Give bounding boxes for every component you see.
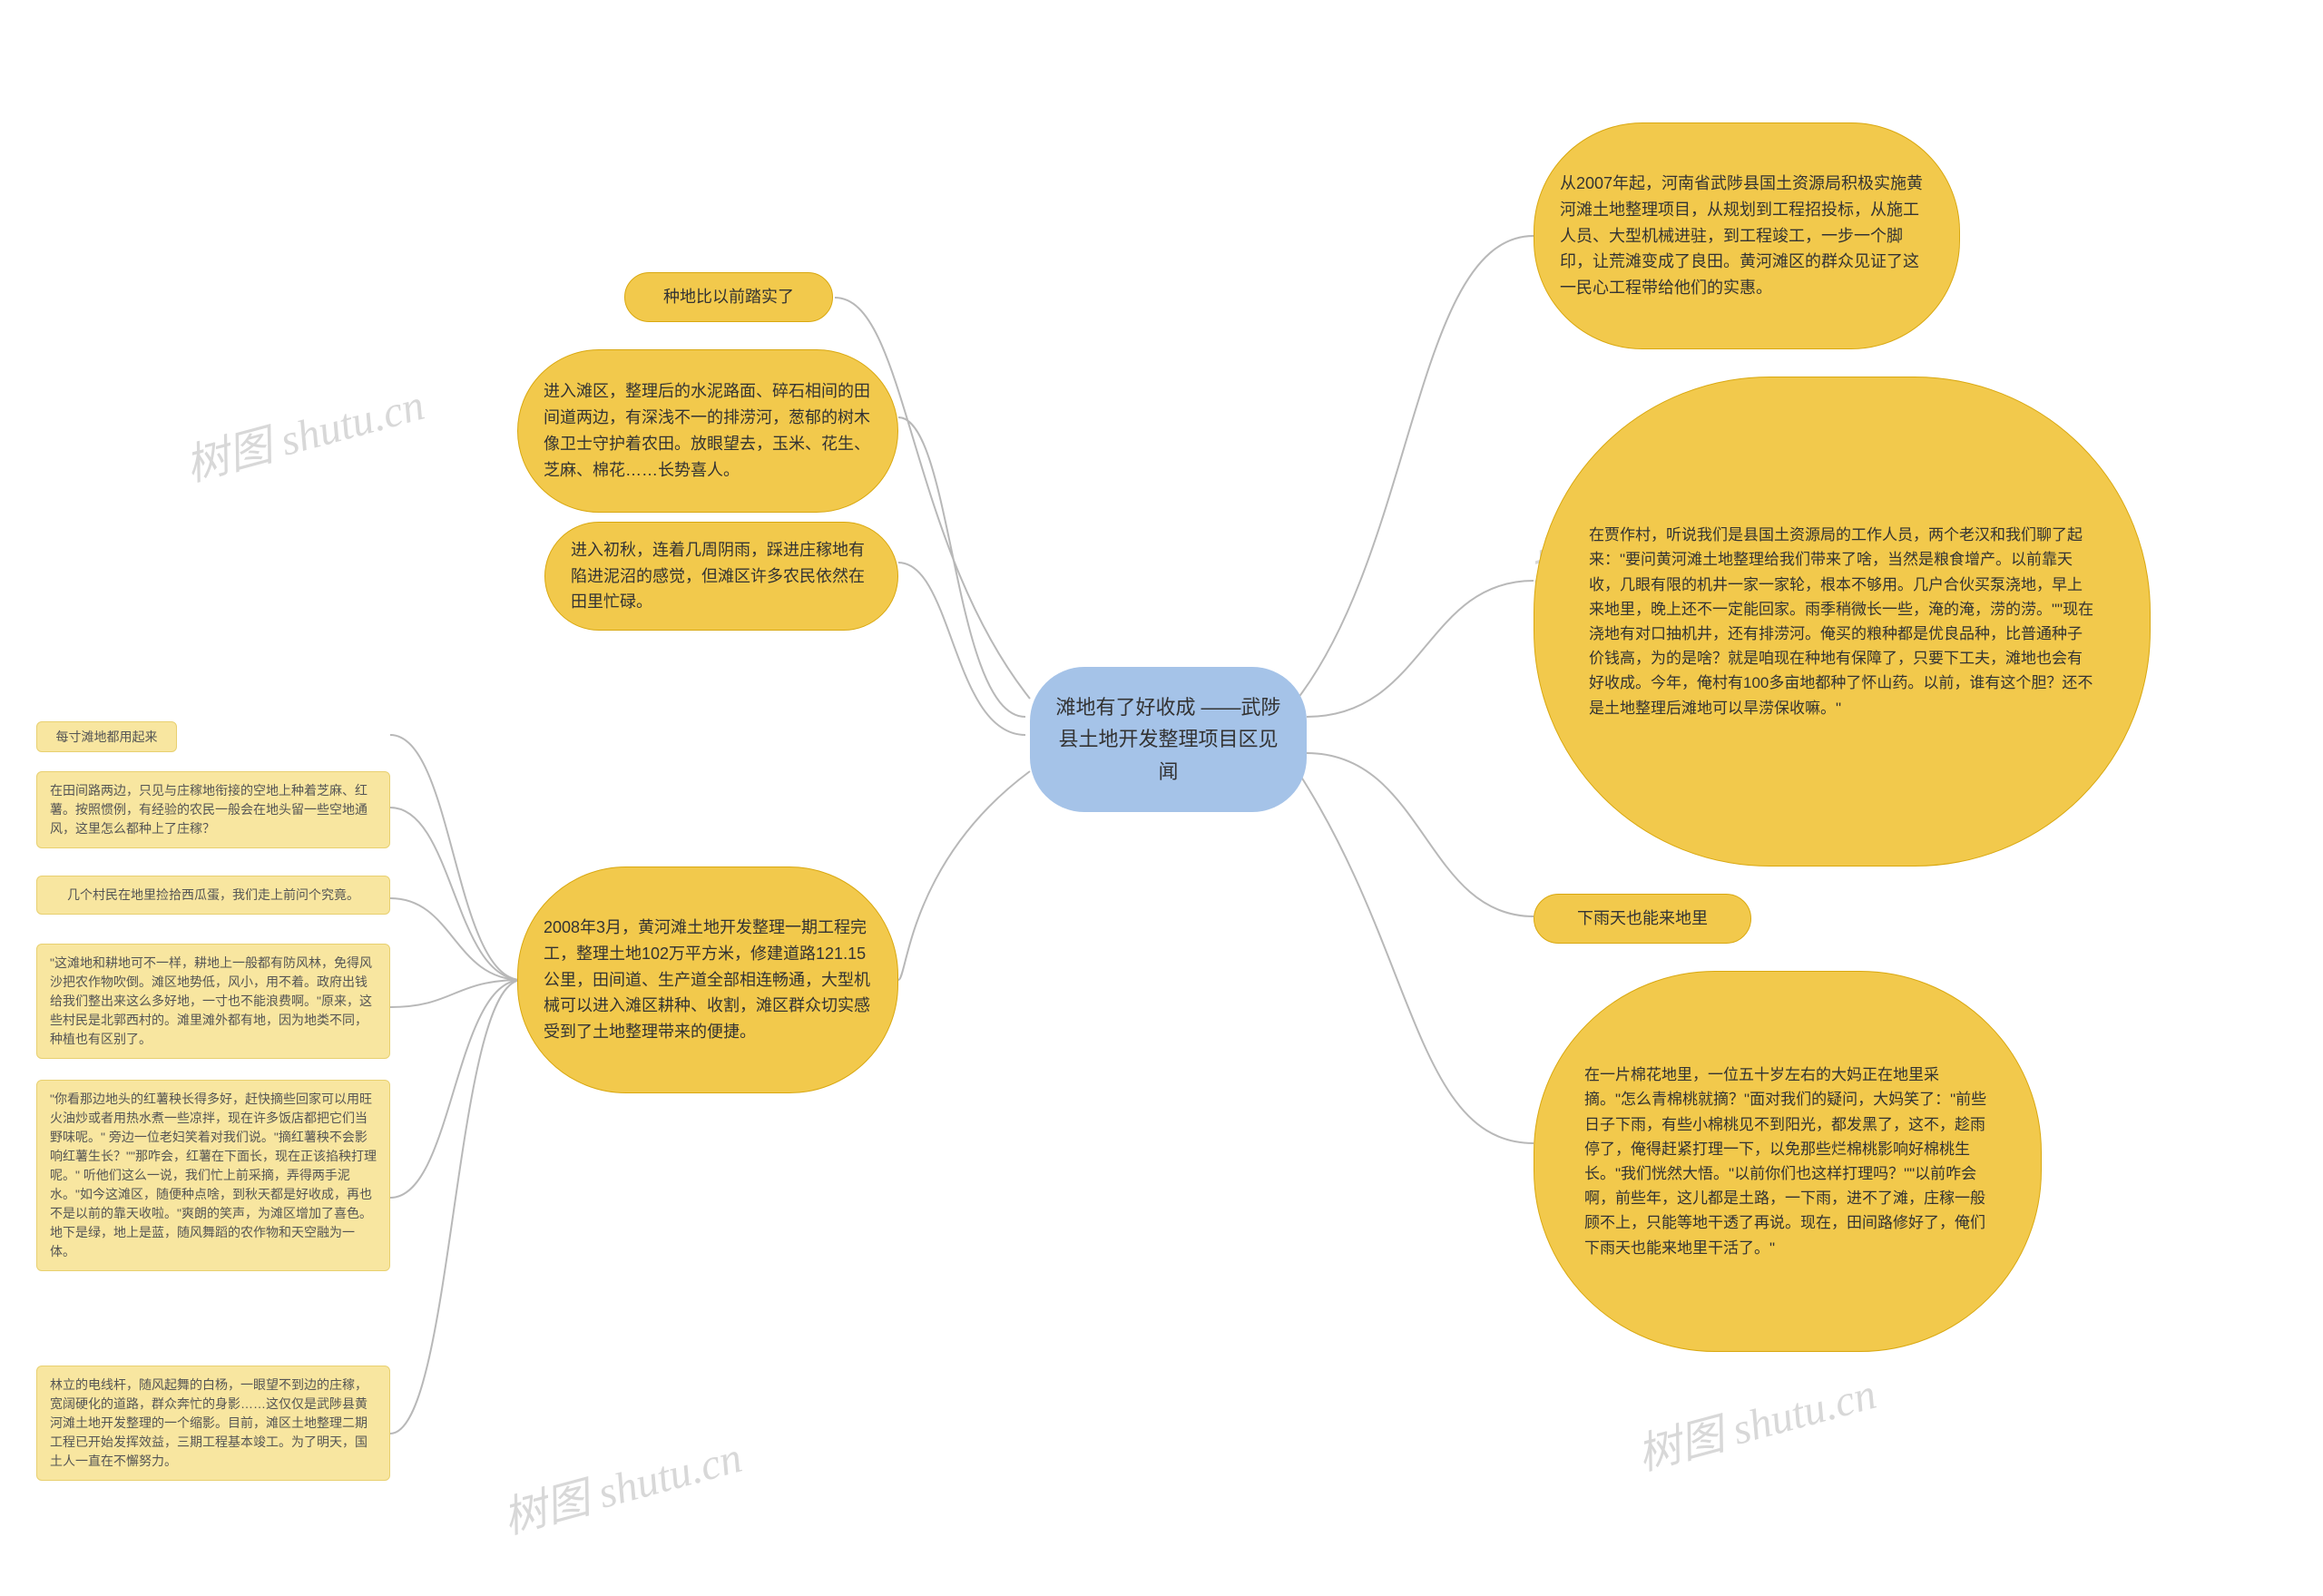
l4-child-0[interactable]: 每寸滩地都用起来: [36, 721, 177, 752]
branch-l3[interactable]: 进入初秋，连着几周阴雨，踩进庄稼地有陷进泥沼的感觉，但滩区许多农民依然在田里忙碌…: [544, 522, 898, 631]
watermark: 树图 shutu.cn: [495, 1421, 748, 1545]
branch-l4-text: 2008年3月，黄河滩土地开发整理一期工程完工，整理土地102万平方米，修建道路…: [544, 915, 872, 1045]
branch-r3[interactable]: 下雨天也能来地里: [1534, 894, 1751, 944]
watermark: 树图 shutu.cn: [178, 368, 430, 493]
branch-r2-text: 在贾作村，听说我们是县国土资源局的工作人员，两个老汉和我们聊了起来："要问黄河滩…: [1589, 523, 2095, 720]
l4-child-4-text: "你看那边地头的红薯秧长得多好，赶快摘些回家可以用旺火油炒或者用热水煮一些凉拌，…: [50, 1090, 377, 1261]
l4-child-1-text: 在田间路两边，只见与庄稼地衔接的空地上种着芝麻、红薯。按照惯例，有经验的农民一般…: [50, 781, 377, 838]
l4-child-1[interactable]: 在田间路两边，只见与庄稼地衔接的空地上种着芝麻、红薯。按照惯例，有经验的农民一般…: [36, 771, 390, 848]
watermark: 树图 shutu.cn: [1630, 1357, 1882, 1482]
l4-child-5[interactable]: 林立的电线杆，随风起舞的白杨，一眼望不到边的庄稼，宽阔硬化的道路，群众奔忙的身影…: [36, 1366, 390, 1481]
branch-r3-text: 下雨天也能来地里: [1577, 906, 1708, 932]
branch-l2[interactable]: 进入滩区，整理后的水泥路面、碎石相间的田间道两边，有深浅不一的排涝河，葱郁的树木…: [517, 349, 898, 513]
branch-l2-text: 进入滩区，整理后的水泥路面、碎石相间的田间道两边，有深浅不一的排涝河，葱郁的树木…: [544, 378, 872, 483]
l4-child-0-text: 每寸滩地都用起来: [56, 728, 158, 747]
l4-child-2[interactable]: 几个村民在地里捡拾西瓜蛋，我们走上前问个究竟。: [36, 876, 390, 915]
branch-r4[interactable]: 在一片棉花地里，一位五十岁左右的大妈正在地里采摘。"怎么青棉桃就摘？"面对我们的…: [1534, 971, 2042, 1352]
l4-child-4[interactable]: "你看那边地头的红薯秧长得多好，赶快摘些回家可以用旺火油炒或者用热水煮一些凉拌，…: [36, 1080, 390, 1271]
branch-r2[interactable]: 在贾作村，听说我们是县国土资源局的工作人员，两个老汉和我们聊了起来："要问黄河滩…: [1534, 377, 2151, 867]
l4-child-3-text: "这滩地和耕地可不一样，耕地上一般都有防风林，免得风沙把农作物吹倒。滩区地势低，…: [50, 954, 377, 1049]
branch-l3-text: 进入初秋，连着几周阴雨，踩进庄稼地有陷进泥沼的感觉，但滩区许多农民依然在田里忙碌…: [571, 537, 872, 615]
branch-r1-text: 从2007年起，河南省武陟县国土资源局积极实施黄河滩土地整理项目，从规划到工程招…: [1560, 171, 1934, 301]
center-node-text: 滩地有了好收成 ——武陟县土地开发整理项目区见闻: [1055, 691, 1281, 788]
l4-child-2-text: 几个村民在地里捡拾西瓜蛋，我们走上前问个究竟。: [67, 886, 359, 905]
branch-l1-text: 种地比以前踏实了: [663, 284, 794, 310]
branch-r4-text: 在一片棉花地里，一位五十岁左右的大妈正在地里采摘。"怎么青棉桃就摘？"面对我们的…: [1584, 1062, 1991, 1260]
l4-child-3[interactable]: "这滩地和耕地可不一样，耕地上一般都有防风林，免得风沙把农作物吹倒。滩区地势低，…: [36, 944, 390, 1059]
branch-l4[interactable]: 2008年3月，黄河滩土地开发整理一期工程完工，整理土地102万平方米，修建道路…: [517, 867, 898, 1093]
l4-child-5-text: 林立的电线杆，随风起舞的白杨，一眼望不到边的庄稼，宽阔硬化的道路，群众奔忙的身影…: [50, 1376, 377, 1471]
branch-l1[interactable]: 种地比以前踏实了: [624, 272, 833, 322]
center-node[interactable]: 滩地有了好收成 ——武陟县土地开发整理项目区见闻: [1030, 667, 1307, 812]
branch-r1[interactable]: 从2007年起，河南省武陟县国土资源局积极实施黄河滩土地整理项目，从规划到工程招…: [1534, 122, 1960, 349]
